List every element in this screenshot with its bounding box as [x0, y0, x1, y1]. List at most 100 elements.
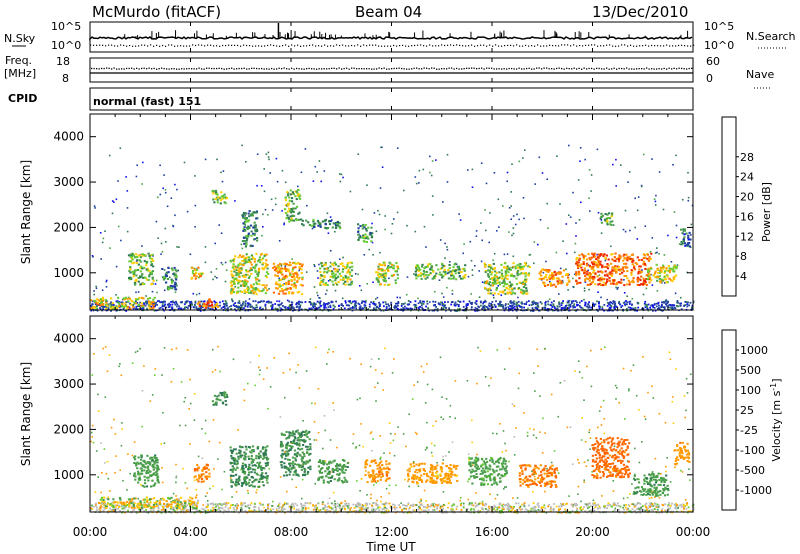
- scatter-echo: [430, 451, 433, 454]
- ground-echo: [109, 302, 112, 305]
- echo-cell: [301, 284, 304, 287]
- echo-cell: [522, 281, 525, 284]
- echo-cell: [364, 233, 367, 236]
- nave-point: [166, 68, 168, 70]
- echo-cell: [425, 273, 428, 276]
- ground-echo: [481, 307, 484, 310]
- echo-cell: [278, 267, 281, 270]
- colorbar-tick-label: 28: [740, 151, 754, 164]
- echo-cell: [263, 255, 266, 257]
- scatter-echo: [469, 240, 472, 243]
- echo-cell: [440, 273, 443, 276]
- echo-cell: [273, 269, 276, 272]
- echo-cell: [615, 258, 618, 260]
- ground-echo: [507, 309, 510, 312]
- nave-point: [528, 67, 530, 69]
- nave-point: [178, 68, 180, 70]
- scatter-echo: [649, 251, 652, 253]
- nsearch-point: [681, 44, 683, 46]
- nave-point: [391, 68, 393, 70]
- echo-cell: [292, 291, 295, 294]
- ground-echo: [402, 303, 405, 305]
- echo-cell: [494, 282, 497, 285]
- echo-cell: [143, 254, 146, 257]
- echo-cell: [636, 276, 640, 279]
- nsearch-point: [189, 45, 191, 47]
- ground-echo: [653, 303, 656, 306]
- echo-cell: [422, 273, 425, 276]
- ground-echo: [252, 300, 255, 303]
- nsearch-point: [339, 44, 341, 47]
- nsearch-point: [663, 45, 665, 47]
- echo-cell: [378, 273, 381, 276]
- scatter-echo: [358, 444, 361, 447]
- scatter-echo: [375, 400, 377, 402]
- ground-echo: [173, 309, 176, 312]
- scatter-echo: [439, 239, 442, 241]
- ground-echo: [509, 305, 511, 307]
- echo-cell: [329, 265, 332, 268]
- echo-cell: [216, 198, 219, 201]
- ground-echo: [238, 302, 241, 304]
- scatter-echo: [442, 418, 445, 420]
- echo-cell: [610, 214, 614, 217]
- echo-cell: [204, 306, 207, 309]
- echo-cell: [687, 238, 690, 241]
- scatter-echo: [352, 306, 354, 308]
- nsearch-point: [228, 44, 230, 46]
- echo-cell: [642, 257, 645, 260]
- scatter-echo: [172, 500, 174, 502]
- scatter-echo: [430, 442, 433, 445]
- echo-cell: [493, 280, 496, 283]
- ground-echo: [671, 306, 674, 309]
- scatter-echo: [673, 211, 676, 213]
- scatter-echo: [354, 273, 357, 275]
- ground-echo: [576, 303, 578, 306]
- echo-cell: [548, 278, 552, 280]
- scatter-echo: [418, 182, 420, 184]
- scatter-echo: [574, 370, 576, 372]
- nave-point: [316, 68, 318, 70]
- scatter-echo: [581, 417, 583, 419]
- echo-cell: [505, 267, 509, 270]
- echo-cell: [344, 276, 348, 279]
- echo-cell: [382, 274, 386, 277]
- echo-cell: [151, 277, 154, 280]
- echo-cell: [249, 269, 252, 272]
- scatter-echo: [329, 439, 332, 441]
- nave-point: [596, 67, 598, 69]
- echo-cell: [134, 256, 137, 259]
- nave-point: [231, 67, 233, 69]
- echo-cell: [523, 279, 526, 282]
- echo-cell: [230, 280, 233, 283]
- echo-cell: [283, 275, 287, 278]
- nave-point: [288, 68, 290, 70]
- scatter-echo: [221, 488, 223, 491]
- scatter-echo: [479, 350, 482, 352]
- velocity-panel-bg: [90, 316, 693, 512]
- echo-cell: [230, 270, 233, 273]
- nsearch-point: [315, 45, 317, 47]
- ground-echo: [179, 307, 182, 310]
- echo-cell: [221, 197, 224, 200]
- ground-echo: [568, 307, 570, 310]
- echo-cell: [606, 263, 609, 265]
- echo-cell: [610, 223, 613, 226]
- scatter-echo: [313, 439, 316, 441]
- scatter-echo: [614, 384, 617, 387]
- ground-echo: [168, 305, 171, 308]
- scatter-echo: [598, 410, 601, 412]
- echo-cell: [575, 273, 578, 275]
- scatter-echo: [485, 479, 488, 482]
- echo-cell: [500, 263, 503, 266]
- echo-cell: [276, 287, 279, 290]
- echo-cell: [504, 272, 507, 275]
- echo-cell: [390, 266, 393, 269]
- ground-echo: [493, 303, 496, 306]
- ground-echo: [457, 304, 460, 306]
- scatter-echo: [291, 478, 293, 481]
- echo-cell: [245, 283, 248, 286]
- scatter-echo: [361, 208, 364, 211]
- nave-point: [131, 67, 133, 69]
- power-colorbar-label: Power [dB]: [760, 182, 773, 242]
